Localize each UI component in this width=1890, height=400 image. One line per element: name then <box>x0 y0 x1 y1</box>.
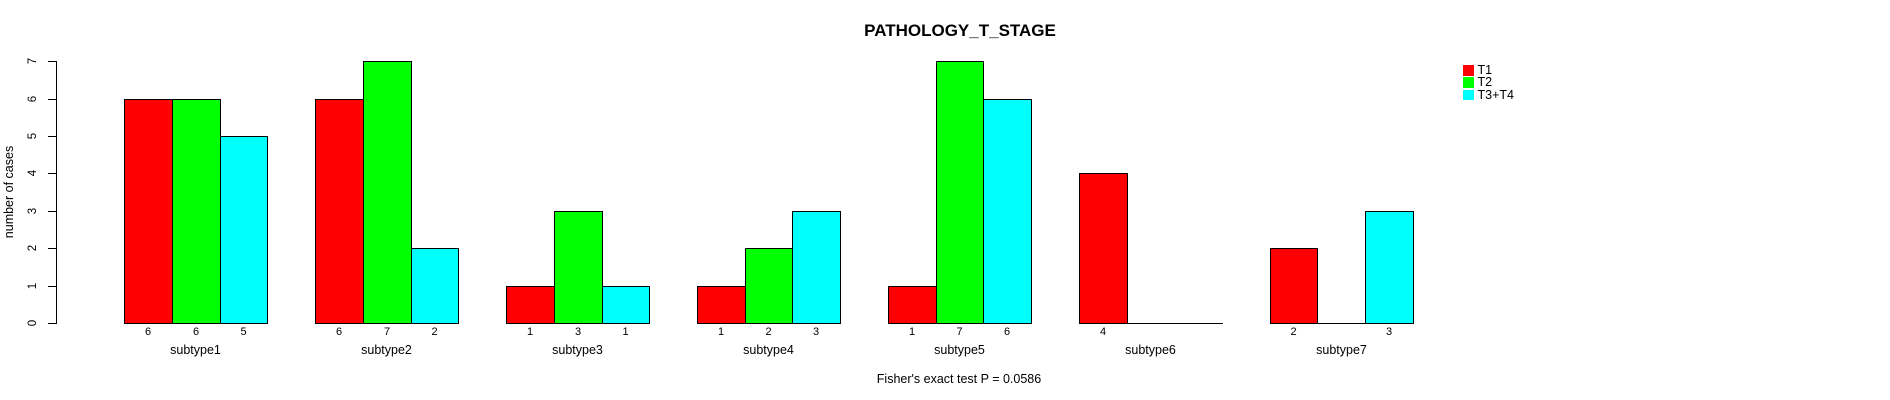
bar-count-label: 2 <box>765 326 772 338</box>
y-tick-mark <box>48 61 56 62</box>
x-category-label: subtype5 <box>934 343 985 357</box>
legend-item-T3+T4: T3+T4 <box>1463 87 1514 102</box>
legend-swatch-icon <box>1463 65 1474 76</box>
y-axis-label: number of cases <box>2 145 16 239</box>
legend-label: T2 <box>1477 75 1493 90</box>
bar-count-label: 1 <box>908 326 916 338</box>
y-tick-label: 4 <box>27 169 39 177</box>
bar-T2-subtype3 <box>554 211 603 324</box>
bar-count-label: 6 <box>335 326 343 338</box>
y-tick-mark <box>48 211 56 212</box>
legend-swatch-icon <box>1463 77 1474 88</box>
bar-T3+T4-subtype1 <box>220 136 268 324</box>
x-category-label: subtype1 <box>170 343 221 357</box>
y-tick-label: 0 <box>27 319 39 327</box>
y-tick-label: 3 <box>27 207 39 215</box>
x-category-label: subtype2 <box>361 343 412 357</box>
bar-count-label: 7 <box>383 326 391 338</box>
zero-bar-baseline-T2-subtype6 <box>1127 323 1175 324</box>
bar-T1-subtype3 <box>506 286 555 324</box>
legend-swatch-icon <box>1463 89 1474 101</box>
y-tick-mark <box>48 248 56 249</box>
y-tick-mark <box>48 323 56 324</box>
bar-T1-subtype7 <box>1270 248 1318 324</box>
bar-count-label: 1 <box>622 326 629 338</box>
x-category-label: subtype6 <box>1125 343 1176 357</box>
y-tick-label: 5 <box>27 132 39 140</box>
bar-count-label: 1 <box>526 326 534 338</box>
y-tick-mark <box>48 286 56 287</box>
bar-T3+T4-subtype2 <box>411 248 459 324</box>
bar-count-label: 7 <box>956 326 963 338</box>
y-tick-mark <box>48 173 56 174</box>
y-tick-label: 7 <box>27 57 39 65</box>
legend-item-T1: T1 <box>1463 63 1514 77</box>
y-tick-label: 1 <box>27 282 39 290</box>
bar-count-label: 6 <box>144 326 152 338</box>
bar-count-label: 3 <box>1385 326 1393 338</box>
bar-T1-subtype1 <box>124 99 173 324</box>
legend-label: T3+T4 <box>1477 87 1514 102</box>
bar-count-label: 2 <box>431 326 438 338</box>
bar-T3+T4-subtype5 <box>983 99 1032 324</box>
bar-count-label: 1 <box>717 326 725 338</box>
bar-T2-subtype4 <box>745 248 793 324</box>
bar-count-label: 3 <box>812 326 820 338</box>
bar-T3+T4-subtype3 <box>602 286 650 324</box>
bar-T2-subtype5 <box>936 61 984 324</box>
zero-bar-baseline-T3+T4-subtype6 <box>1174 323 1223 324</box>
y-tick-mark <box>48 99 56 100</box>
legend-item-T2: T2 <box>1463 75 1514 90</box>
bar-T1-subtype6 <box>1079 173 1128 324</box>
bar-T2-subtype1 <box>172 99 221 324</box>
legend: T1 T2 T3+T4 <box>1463 63 1514 102</box>
bar-count-label: 6 <box>1003 326 1011 338</box>
bar-T3+T4-subtype4 <box>792 211 841 324</box>
zero-bar-baseline-T2-subtype7 <box>1317 323 1366 324</box>
bar-count-label: 3 <box>574 326 582 338</box>
bar-T1-subtype4 <box>697 286 746 324</box>
footnote-annotation: Fisher's exact test P = 0.0586 <box>876 372 1042 386</box>
bar-T1-subtype2 <box>315 99 364 324</box>
bar-T2-subtype2 <box>363 61 412 324</box>
bar-count-label: 4 <box>1099 326 1107 338</box>
legend-label: T1 <box>1477 63 1493 77</box>
y-tick-label: 6 <box>27 95 39 103</box>
bar-count-label: 6 <box>192 326 200 338</box>
x-category-label: subtype4 <box>743 343 794 357</box>
bar-count-label: 2 <box>1290 326 1297 338</box>
bar-T1-subtype5 <box>888 286 937 324</box>
x-category-label: subtype3 <box>552 343 603 357</box>
bar-count-label: 5 <box>240 326 247 338</box>
y-axis-line <box>56 61 57 324</box>
bar-T3+T4-subtype7 <box>1365 211 1414 324</box>
y-tick-label: 2 <box>27 244 39 252</box>
chart-title: PATHOLOGY_T_STAGE <box>864 21 1056 40</box>
y-tick-mark <box>48 136 56 137</box>
x-category-label: subtype7 <box>1316 343 1367 357</box>
